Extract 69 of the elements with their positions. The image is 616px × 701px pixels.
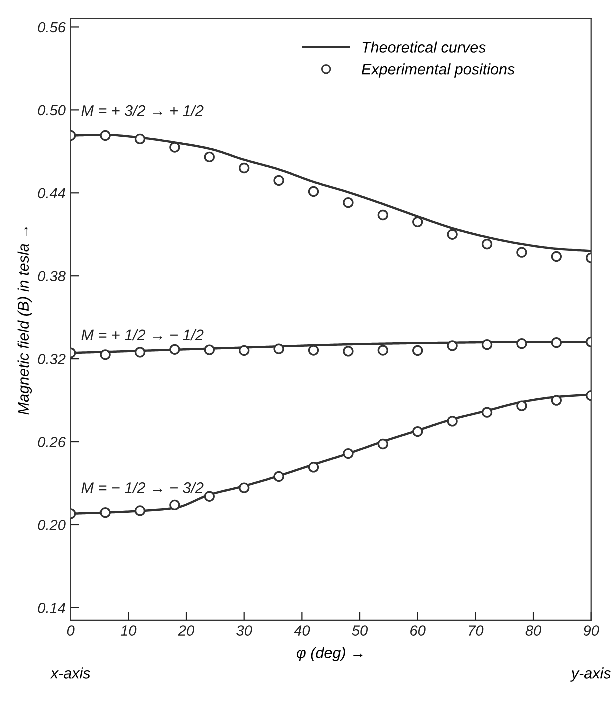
point (204, 152, 215, 163)
x-axis-title: φ (deg) → (296, 647, 363, 662)
legend-label: Theoretical curves (362, 42, 486, 53)
point (343, 448, 354, 460)
point (412, 345, 424, 356)
point (170, 500, 180, 511)
point (412, 216, 424, 228)
x-tick-label: 50 (352, 626, 368, 636)
point (274, 471, 284, 482)
point (447, 229, 458, 240)
legend-label: Experimental positions (362, 64, 515, 78)
x-tick-label: 10 (120, 626, 137, 636)
x-tick-label: 30 (236, 626, 252, 636)
point (447, 416, 458, 427)
x-tick-label: 20 (178, 626, 194, 636)
y-axis-title: Magnetic field (B) in tesla → (18, 227, 32, 415)
point (100, 350, 111, 360)
point (447, 340, 458, 352)
text: x-axis (50, 668, 90, 679)
point (170, 142, 180, 153)
point (343, 197, 354, 208)
point (551, 251, 562, 262)
y-tick-label: 0.14 (38, 603, 66, 614)
point (516, 338, 528, 350)
point (516, 247, 528, 258)
point (134, 134, 146, 145)
y-tick-label: 0.38 (38, 271, 66, 282)
point (482, 339, 493, 350)
point (134, 506, 146, 516)
point (551, 395, 562, 406)
point (239, 162, 250, 174)
point (239, 345, 250, 356)
y-tick-label: 0.32 (38, 354, 66, 364)
y-tick-label: 0.56 (38, 22, 66, 33)
point (274, 175, 284, 186)
point (308, 345, 320, 356)
point (308, 462, 320, 473)
point (204, 491, 215, 502)
y-tick-label: 0.26 (38, 437, 66, 448)
x-tick-label: 40 (294, 626, 310, 636)
point (378, 438, 388, 450)
x-tick-label: 90 (584, 626, 600, 636)
y-tick-label: 0.20 (38, 520, 66, 530)
point (170, 344, 180, 355)
x-tick-label: 60 (410, 626, 426, 636)
point (482, 407, 493, 418)
annotation: M = + 1/2 → − 1/2 (82, 329, 204, 341)
point (412, 426, 424, 438)
point (239, 482, 250, 494)
point (516, 400, 528, 412)
point (378, 345, 388, 356)
y-tick-label: 0.50 (38, 105, 66, 116)
point (378, 210, 388, 221)
annotation: M = − 1/2 → − 3/2 (82, 482, 204, 494)
point (343, 346, 354, 357)
point (551, 338, 562, 348)
point (100, 130, 111, 142)
point (204, 344, 215, 356)
x-tick-label: 80 (526, 626, 542, 636)
point (134, 347, 146, 358)
point (482, 238, 493, 250)
point (308, 186, 320, 198)
x-tick-label: 70 (469, 626, 484, 636)
point (274, 344, 284, 354)
y-tick-label: 0.44 (38, 188, 66, 199)
point (100, 507, 111, 518)
text: y-axis (570, 668, 611, 682)
annotation: M = + 3/2 → + 1/2 (82, 105, 204, 116)
x-tick-label: 0 (67, 626, 75, 636)
